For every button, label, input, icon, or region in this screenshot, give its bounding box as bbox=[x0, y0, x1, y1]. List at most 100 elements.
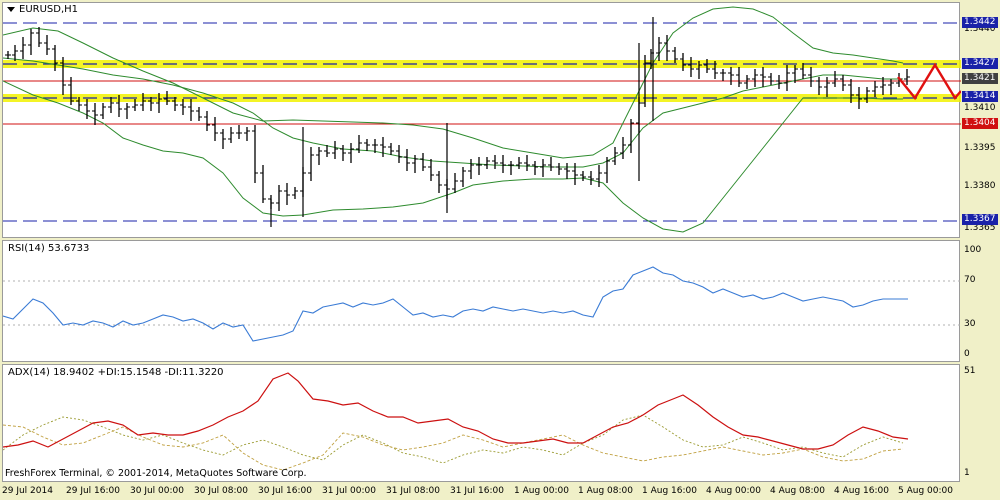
price-bars[interactable] bbox=[5, 17, 910, 227]
price-bar bbox=[508, 161, 514, 175]
price-bar bbox=[348, 143, 354, 163]
price-bar bbox=[324, 145, 330, 157]
price-bar bbox=[720, 69, 726, 81]
copyright-notice: FreshForex Terminal, © 2001-2014, MetaQu… bbox=[5, 468, 307, 479]
symbol-dropdown[interactable]: EURUSD,H1 bbox=[7, 4, 78, 15]
price-bar bbox=[396, 145, 402, 163]
price-bar bbox=[308, 147, 314, 181]
price-bar bbox=[260, 165, 266, 203]
price-bar bbox=[316, 147, 322, 165]
level-tag-1-3414[interactable]: 1.3414 bbox=[962, 91, 998, 102]
price-bar bbox=[5, 51, 11, 59]
price-bar bbox=[44, 35, 50, 55]
price-bar bbox=[212, 117, 218, 141]
price-bar bbox=[596, 165, 602, 187]
price-bar bbox=[284, 183, 290, 205]
rsi-tick: 0 bbox=[964, 349, 970, 359]
price-bar bbox=[816, 77, 822, 95]
price-bar bbox=[28, 29, 34, 55]
level-tag-1-3442[interactable]: 1.3442 bbox=[962, 17, 998, 28]
price-bar bbox=[556, 163, 562, 175]
price-bar bbox=[100, 103, 106, 119]
price-bar bbox=[688, 57, 694, 77]
price-bar bbox=[164, 91, 170, 105]
time-tick: 1 Aug 08:00 bbox=[578, 486, 633, 496]
price-tick: 1.3380 bbox=[964, 181, 996, 191]
price-bar bbox=[252, 125, 258, 183]
rsi-label: RSI(14) 53.6733 bbox=[8, 243, 90, 254]
level-tag-1-3421[interactable]: 1.3421 bbox=[962, 73, 998, 84]
price-bar bbox=[52, 45, 58, 71]
price-tick: 1.3410 bbox=[964, 103, 996, 113]
price-bar bbox=[696, 61, 702, 79]
adx-canvas[interactable] bbox=[3, 365, 961, 483]
price-bar bbox=[156, 93, 162, 113]
price-bar bbox=[180, 99, 186, 115]
support-zone bbox=[3, 94, 961, 102]
price-bar bbox=[372, 139, 378, 153]
time-axis[interactable]: 29 Jul 2014 29 Jul 16:00 30 Jul 00:00 30… bbox=[0, 484, 1000, 500]
chevron-down-icon[interactable] bbox=[7, 7, 15, 12]
price-bar bbox=[124, 103, 130, 119]
symbol-label: EURUSD,H1 bbox=[19, 4, 79, 15]
price-bar bbox=[92, 103, 98, 125]
rsi-tick: 70 bbox=[964, 275, 976, 285]
rsi-canvas[interactable] bbox=[3, 241, 961, 363]
price-bar bbox=[704, 59, 710, 73]
level-tag-1-3427[interactable]: 1.3427 bbox=[962, 58, 998, 69]
price-bar bbox=[492, 155, 498, 169]
forecast-zigzag[interactable] bbox=[897, 62, 961, 101]
price-bar bbox=[340, 145, 346, 161]
rsi-tick: 30 bbox=[964, 319, 976, 329]
price-bar bbox=[236, 125, 242, 139]
price-bar bbox=[808, 67, 814, 87]
price-bar bbox=[664, 35, 670, 61]
price-bar bbox=[540, 159, 546, 177]
price-bar bbox=[68, 77, 74, 105]
price-bar bbox=[420, 153, 426, 171]
price-bar bbox=[388, 143, 394, 155]
price-bar bbox=[580, 171, 586, 181]
adx-pane[interactable]: ADX(14) 18.9402 +DI:15.1548 -DI:11.3220 bbox=[2, 364, 960, 482]
price-bar bbox=[800, 63, 806, 79]
price-bar bbox=[364, 139, 370, 151]
price-chart-pane[interactable]: EURUSD,H1 bbox=[2, 2, 961, 239]
adx-tick: 51 bbox=[964, 366, 976, 376]
price-bar bbox=[656, 37, 662, 61]
price-bar bbox=[356, 135, 362, 153]
level-tag-1-3367[interactable]: 1.3367 bbox=[962, 214, 998, 225]
time-tick: 30 Jul 00:00 bbox=[130, 486, 184, 496]
price-bar bbox=[220, 129, 226, 149]
time-tick: 4 Aug 08:00 bbox=[770, 486, 825, 496]
price-bar bbox=[904, 69, 910, 85]
price-bar bbox=[672, 47, 678, 63]
level-tag-1-3404[interactable]: 1.3404 bbox=[962, 118, 998, 129]
time-tick: 4 Aug 16:00 bbox=[834, 486, 889, 496]
price-chart-canvas[interactable] bbox=[3, 3, 961, 239]
price-bar bbox=[460, 167, 466, 187]
bollinger-middle-band bbox=[3, 57, 903, 168]
price-bar bbox=[776, 75, 782, 89]
price-bar bbox=[244, 127, 250, 141]
price-bar bbox=[404, 149, 410, 171]
price-tick: 1.3440 bbox=[964, 24, 996, 34]
price-bar bbox=[744, 75, 750, 89]
di-minus-line bbox=[3, 424, 904, 471]
price-bar bbox=[524, 155, 530, 171]
price-axis[interactable]: 1.3440 1.3410 1.3395 1.3380 1.3365 1.344… bbox=[962, 2, 1000, 238]
price-bar bbox=[20, 37, 26, 59]
time-tick: 30 Jul 16:00 bbox=[258, 486, 312, 496]
price-bar bbox=[60, 57, 66, 95]
price-bar bbox=[760, 67, 766, 87]
price-bar bbox=[532, 161, 538, 175]
bollinger-lower-band bbox=[3, 80, 903, 233]
bollinger-upper-band bbox=[3, 6, 904, 159]
price-bar bbox=[148, 97, 154, 111]
price-bar bbox=[36, 27, 42, 47]
rsi-pane[interactable]: RSI(14) 53.6733 bbox=[2, 240, 961, 363]
price-bar bbox=[572, 163, 578, 185]
time-tick: 4 Aug 00:00 bbox=[706, 486, 761, 496]
price-bar bbox=[642, 55, 648, 107]
time-tick: 31 Jul 00:00 bbox=[322, 486, 376, 496]
price-bar bbox=[12, 45, 18, 61]
